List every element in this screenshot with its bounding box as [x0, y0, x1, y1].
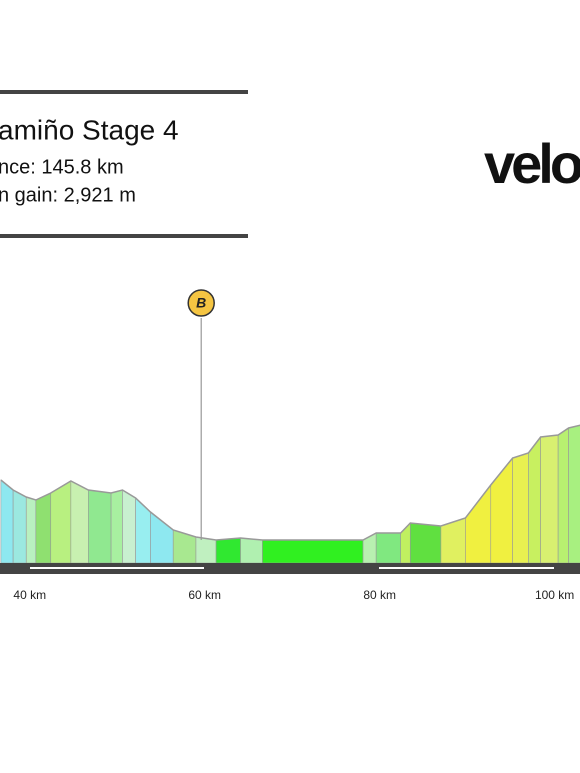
profile-segment: [70, 480, 89, 564]
x-tick-label: 40 km: [13, 588, 46, 602]
profile-segment: [568, 424, 580, 564]
profile-segment: [557, 427, 569, 564]
profile-segment: [465, 484, 492, 564]
distance: nce: 145.8 km: [0, 156, 124, 178]
profile-segment: [150, 511, 174, 564]
profile-segment: [12, 489, 27, 564]
profile-segment: [262, 539, 364, 564]
profile-segment: [88, 489, 112, 564]
marker-label: B: [196, 295, 206, 311]
profile-segment: [35, 492, 52, 564]
profile-segment: [240, 537, 263, 564]
profile-segment: [25, 496, 37, 564]
profile-segment: [122, 489, 136, 564]
profile-segment: [540, 434, 559, 564]
title: amiño Stage 4: [0, 114, 179, 145]
profile-segment: [409, 522, 442, 564]
profile-segment: [375, 532, 401, 564]
profile-segment: [135, 497, 151, 564]
profile-segment: [50, 480, 72, 564]
logo: velo: [484, 132, 580, 195]
x-tick-label: 60 km: [188, 588, 221, 602]
profile-segment: [362, 532, 377, 564]
profile-segment: [512, 452, 529, 564]
profile-segment: [172, 529, 197, 564]
elevation-gain: n gain: 2,921 m: [0, 184, 136, 206]
x-tick-label: 80 km: [363, 588, 396, 602]
profile-segment: [0, 479, 14, 564]
profile-segment: [490, 457, 513, 564]
profile-segment: [528, 436, 541, 564]
profile-segment: [110, 489, 123, 564]
marker-badge: [187, 289, 215, 317]
profile-line: [0, 424, 580, 541]
profile-segment: [215, 537, 241, 564]
x-tick-label: 100 km: [535, 588, 574, 602]
profile-segment: [195, 536, 217, 564]
ground: [0, 563, 580, 574]
